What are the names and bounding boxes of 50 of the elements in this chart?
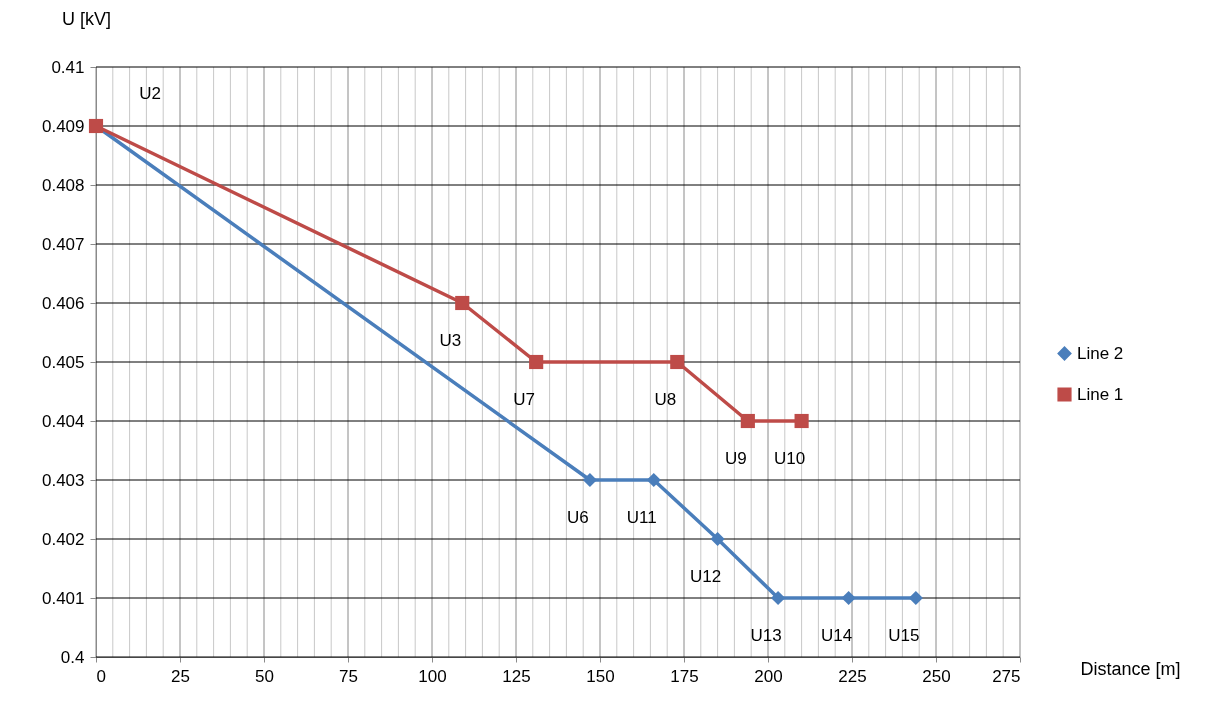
annotation: U6 (567, 508, 589, 527)
point (794, 413, 809, 429)
annotation: U12 (690, 567, 722, 586)
annotation: U14 (821, 626, 853, 645)
y-tick-label: 0.402 (41, 529, 85, 549)
y-tick-label: 0.408 (41, 175, 85, 195)
y-tick-label: 0.409 (41, 116, 85, 136)
y-tick-label: 0.403 (41, 470, 85, 490)
y-tick-label: 0.407 (41, 234, 85, 254)
y-axis-title: U [kV] (61, 8, 112, 29)
point (670, 354, 685, 370)
y-tick-label: 0.41 (51, 57, 85, 77)
annotation: U10 (774, 449, 806, 468)
annotation: U11 (626, 508, 657, 527)
y-tick-label: 0.404 (41, 411, 85, 431)
annotation: U13 (750, 626, 782, 645)
legend-label: Line 2 (1077, 343, 1124, 363)
y-tick-label: 0.401 (41, 588, 85, 608)
point (455, 295, 470, 311)
point (908, 590, 923, 606)
x-tick-label: 0 (96, 666, 106, 686)
annotation: U15 (888, 626, 920, 645)
point (710, 531, 725, 547)
x-tick-label: 50 (255, 666, 274, 686)
point (841, 590, 856, 606)
x-tick-label: 100 (418, 666, 447, 686)
annotation: U8 (654, 390, 677, 409)
x-tick-label: 200 (754, 666, 783, 686)
x-tick-label: 25 (171, 666, 190, 686)
y-tick-label: 0.4 (60, 647, 85, 667)
x-tick-label: 250 (922, 666, 951, 686)
x-tick-label: 175 (670, 666, 699, 686)
annotation: U3 (439, 331, 462, 350)
x-tick-label: 225 (838, 666, 867, 686)
point (740, 413, 755, 429)
x-tick-label: 75 (339, 666, 358, 686)
point (771, 590, 786, 606)
y-tick-label: 0.406 (41, 293, 85, 313)
legend-label: Line 1 (1077, 384, 1124, 404)
point (582, 472, 597, 488)
x-axis-title: Distance [m] (1080, 658, 1181, 679)
annotation: U7 (513, 390, 536, 409)
x-tick-label: 150 (586, 666, 615, 686)
y-tick-label: 0.405 (41, 352, 85, 372)
x-tick-label: 125 (502, 666, 531, 686)
point (646, 472, 661, 488)
annotation: U9 (724, 449, 747, 468)
x-tick-label: 275 (992, 666, 1021, 686)
point (529, 354, 544, 370)
annotation: U2 (139, 84, 161, 103)
